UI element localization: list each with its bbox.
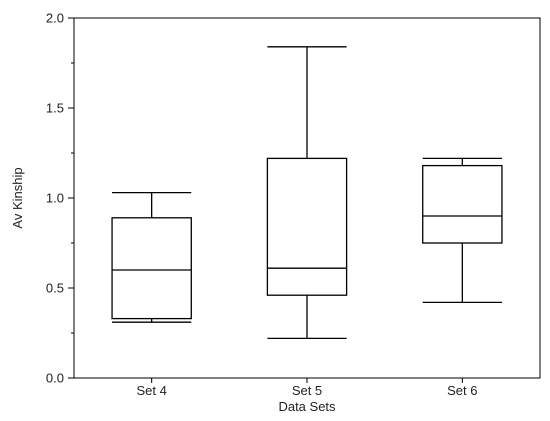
y-tick-label: 2.0 <box>46 11 64 26</box>
y-axis-title: Av Kinship <box>10 167 25 228</box>
interquartile-box <box>266 157 348 296</box>
y-tick-label: 0.5 <box>46 281 64 296</box>
y-tick-label: 1.0 <box>46 191 64 206</box>
interquartile-box <box>422 164 503 244</box>
box-set-6 <box>422 157 503 304</box>
x-axis-title: Data Sets <box>278 399 336 414</box>
box-series <box>111 46 503 340</box>
x-axis: Set 4 Set 5 Set 6 <box>136 378 478 398</box>
interquartile-box <box>111 217 192 320</box>
x-tick-label: Set 6 <box>447 383 477 398</box>
y-axis: 0.0 0.5 1.0 1.5 2.0 <box>46 11 74 386</box>
y-tick-label: 0.0 <box>46 371 64 386</box>
x-tick-label: Set 4 <box>136 383 166 398</box>
x-tick-label: Set 5 <box>292 383 322 398</box>
box-set-5 <box>266 46 348 340</box>
y-tick-label: 1.5 <box>46 101 64 116</box>
box-set-4 <box>111 191 192 323</box>
